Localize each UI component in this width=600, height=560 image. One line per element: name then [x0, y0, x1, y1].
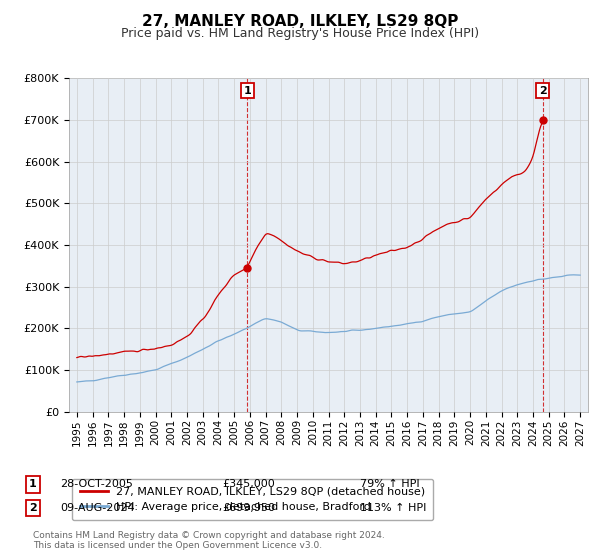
- Text: 113% ↑ HPI: 113% ↑ HPI: [360, 503, 427, 513]
- Text: 79% ↑ HPI: 79% ↑ HPI: [360, 479, 419, 489]
- Text: Contains HM Land Registry data © Crown copyright and database right 2024.
This d: Contains HM Land Registry data © Crown c…: [33, 531, 385, 550]
- Text: £699,950: £699,950: [222, 503, 275, 513]
- Text: 27, MANLEY ROAD, ILKLEY, LS29 8QP: 27, MANLEY ROAD, ILKLEY, LS29 8QP: [142, 14, 458, 29]
- Text: 1: 1: [244, 86, 251, 96]
- Text: 2: 2: [539, 86, 547, 96]
- Text: 2: 2: [29, 503, 37, 513]
- Text: 1: 1: [29, 479, 37, 489]
- Text: 28-OCT-2005: 28-OCT-2005: [60, 479, 133, 489]
- Text: £345,000: £345,000: [222, 479, 275, 489]
- Legend: 27, MANLEY ROAD, ILKLEY, LS29 8QP (detached house), HPI: Average price, detached: 27, MANLEY ROAD, ILKLEY, LS29 8QP (detac…: [72, 479, 433, 520]
- Text: Price paid vs. HM Land Registry's House Price Index (HPI): Price paid vs. HM Land Registry's House …: [121, 27, 479, 40]
- Text: 09-AUG-2024: 09-AUG-2024: [60, 503, 134, 513]
